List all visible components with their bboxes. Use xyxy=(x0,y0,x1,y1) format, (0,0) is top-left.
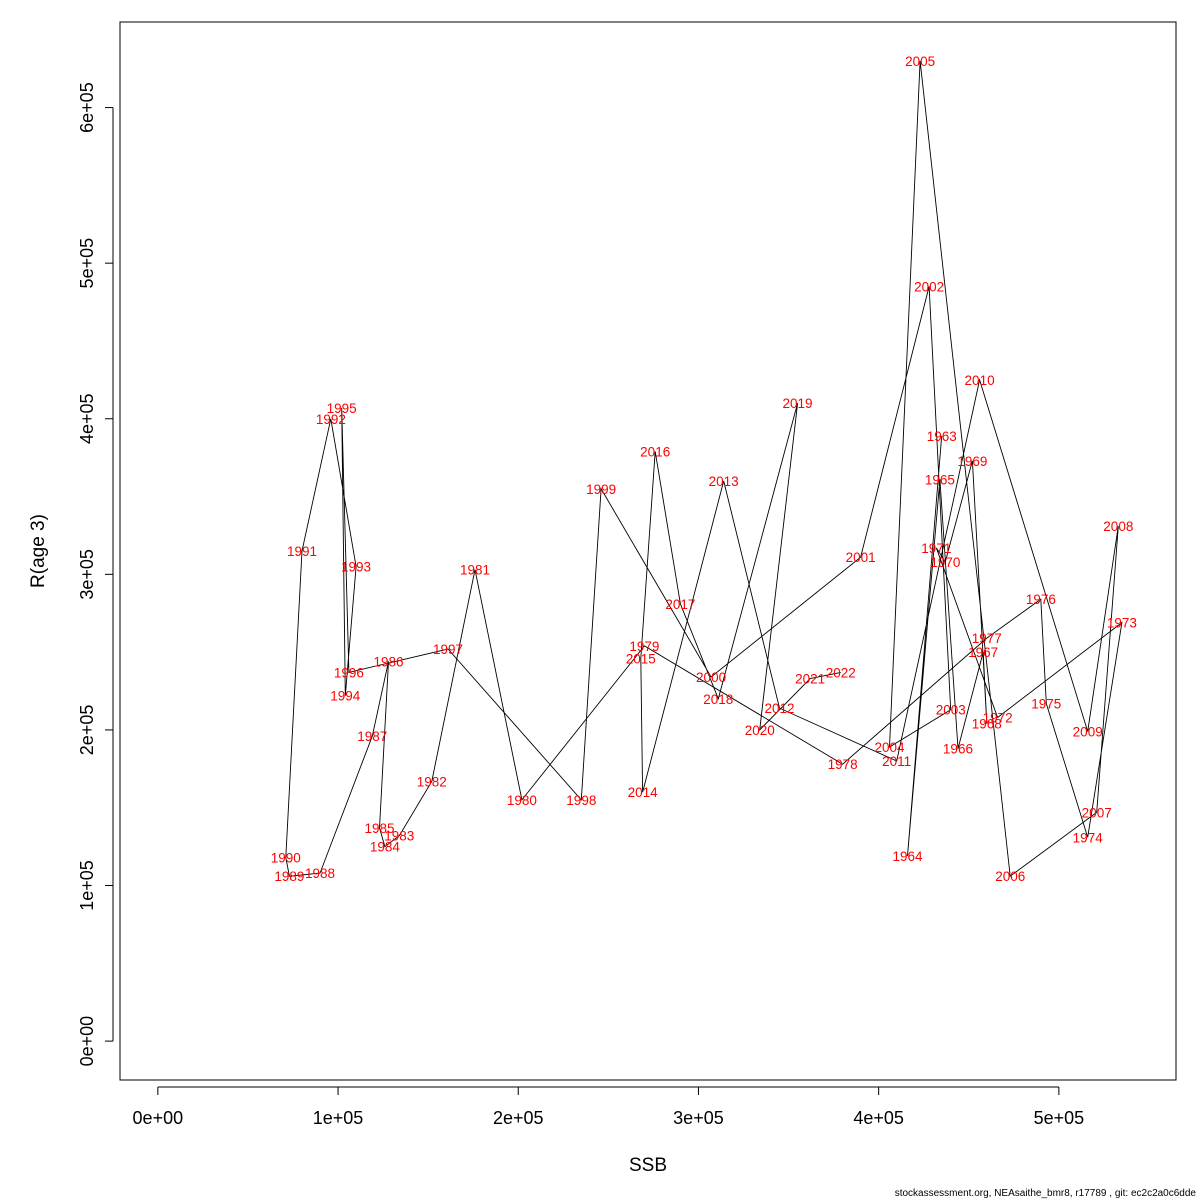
year-label-2017: 2017 xyxy=(665,597,695,612)
year-label-2001: 2001 xyxy=(846,550,876,565)
series-line xyxy=(285,60,1123,878)
year-label-2008: 2008 xyxy=(1103,519,1133,534)
year-label-2021: 2021 xyxy=(795,672,825,687)
plot-frame xyxy=(119,21,1177,1081)
year-label-1993: 1993 xyxy=(341,560,371,575)
year-label-2020: 2020 xyxy=(745,723,775,738)
year-label-1969: 1969 xyxy=(957,454,987,469)
y-tick-label: 6e+05 xyxy=(77,82,97,133)
year-label-2019: 2019 xyxy=(783,396,813,411)
year-label-1989: 1989 xyxy=(274,869,304,884)
year-label-2022: 2022 xyxy=(826,665,856,680)
year-label-1998: 1998 xyxy=(566,793,596,808)
year-label-1972: 1972 xyxy=(983,710,1013,725)
year-label-2009: 2009 xyxy=(1073,724,1103,739)
year-label-2005: 2005 xyxy=(905,54,935,69)
y-tick-label: 1e+05 xyxy=(77,860,97,911)
year-label-1991: 1991 xyxy=(287,544,317,559)
year-label-2015: 2015 xyxy=(626,651,656,666)
year-label-2004: 2004 xyxy=(874,740,905,755)
year-label-2014: 2014 xyxy=(628,785,659,800)
year-label-1990: 1990 xyxy=(271,851,301,866)
year-label-1992: 1992 xyxy=(316,412,346,427)
year-label-1994: 1994 xyxy=(330,689,361,704)
year-label-2013: 2013 xyxy=(709,474,739,489)
year-label-2000: 2000 xyxy=(696,670,726,685)
year-label-1995: 1995 xyxy=(327,401,357,416)
x-tick-label: 5e+05 xyxy=(1034,1108,1085,1128)
x-tick-label: 4e+05 xyxy=(853,1108,904,1128)
year-label-2003: 2003 xyxy=(936,703,966,718)
year-label-1978: 1978 xyxy=(828,757,858,772)
year-label-1983: 1983 xyxy=(384,829,414,844)
year-label-1999: 1999 xyxy=(586,482,616,497)
year-label-1981: 1981 xyxy=(460,563,490,578)
recruitment-path xyxy=(285,60,1123,878)
x-tick-label: 3e+05 xyxy=(673,1108,724,1128)
axis-ticks: 0e+00 1e+05 2e+05 3e+05 4e+05 5e+05 0e+00 1e+05… xyxy=(77,82,1084,1128)
year-label-2006: 2006 xyxy=(995,869,1025,884)
year-label-1996: 1996 xyxy=(334,665,364,680)
y-tick-label: 2e+05 xyxy=(77,705,97,756)
year-label-2016: 2016 xyxy=(640,444,670,459)
year-label-1985: 1985 xyxy=(364,821,394,836)
year-label-2012: 2012 xyxy=(765,701,795,716)
year-label-2010: 2010 xyxy=(965,373,995,388)
year-label-1964: 1964 xyxy=(892,849,923,864)
year-label-1965: 1965 xyxy=(925,472,955,487)
source-footer: stockassessment.org, NEAsaithe_bmr8, r17… xyxy=(895,1188,1197,1199)
year-label-1988: 1988 xyxy=(305,866,335,881)
year-label-1997: 1997 xyxy=(433,642,463,657)
year-label-1979: 1979 xyxy=(629,639,659,654)
year-label-2002: 2002 xyxy=(914,280,944,295)
y-tick-label: 5e+05 xyxy=(77,238,97,289)
year-label-1976: 1976 xyxy=(1026,592,1056,607)
x-tick-label: 1e+05 xyxy=(313,1108,364,1128)
year-label-1980: 1980 xyxy=(507,793,537,808)
year-label-1984: 1984 xyxy=(370,840,401,855)
year-label-1963: 1963 xyxy=(927,429,957,444)
year-label-1970: 1970 xyxy=(930,555,960,570)
year-label-1968: 1968 xyxy=(972,717,1002,732)
year-label-1982: 1982 xyxy=(417,774,447,789)
year-label-2011: 2011 xyxy=(882,754,911,769)
y-axis-title: R(age 3) xyxy=(28,514,49,588)
year-label-1986: 1986 xyxy=(373,654,403,669)
y-tick-label: 0e+00 xyxy=(77,1016,97,1067)
year-label-1987: 1987 xyxy=(357,729,387,744)
year-label-1977: 1977 xyxy=(972,631,1002,646)
year-label-1973: 1973 xyxy=(1107,616,1137,631)
year-label-1971: 1971 xyxy=(921,541,951,556)
year-label-1966: 1966 xyxy=(943,742,973,757)
x-axis-title: SSB xyxy=(629,1155,667,1176)
x-tick-label: 0e+00 xyxy=(133,1108,184,1128)
y-tick-label: 4e+05 xyxy=(77,393,97,444)
x-tick-label: 2e+05 xyxy=(493,1108,544,1128)
year-label-2018: 2018 xyxy=(703,692,733,707)
y-tick-label: 3e+05 xyxy=(77,549,97,600)
year-label-1974: 1974 xyxy=(1073,830,1104,845)
year-label-1967: 1967 xyxy=(968,645,998,660)
year-label-1975: 1975 xyxy=(1031,696,1061,711)
year-label-2007: 2007 xyxy=(1082,805,1112,820)
